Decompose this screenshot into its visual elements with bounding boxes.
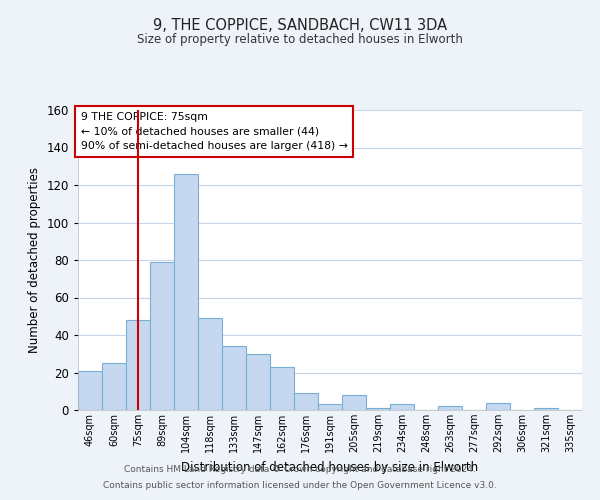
Bar — [102, 363, 126, 410]
Bar — [318, 404, 342, 410]
X-axis label: Distribution of detached houses by size in Elworth: Distribution of detached houses by size … — [181, 460, 479, 473]
Bar — [246, 354, 270, 410]
Text: Contains public sector information licensed under the Open Government Licence v3: Contains public sector information licen… — [103, 481, 497, 490]
Bar — [366, 408, 390, 410]
Text: Contains HM Land Registry data © Crown copyright and database right 2024.: Contains HM Land Registry data © Crown c… — [124, 465, 476, 474]
Bar — [126, 320, 150, 410]
Bar — [342, 395, 366, 410]
Bar — [486, 402, 510, 410]
Bar — [78, 370, 102, 410]
Bar — [150, 262, 174, 410]
Bar — [390, 404, 414, 410]
Bar — [534, 408, 558, 410]
Text: 9, THE COPPICE, SANDBACH, CW11 3DA: 9, THE COPPICE, SANDBACH, CW11 3DA — [153, 18, 447, 32]
Bar — [270, 367, 294, 410]
Bar — [294, 393, 318, 410]
Text: 9 THE COPPICE: 75sqm
← 10% of detached houses are smaller (44)
90% of semi-detac: 9 THE COPPICE: 75sqm ← 10% of detached h… — [80, 112, 347, 151]
Y-axis label: Number of detached properties: Number of detached properties — [28, 167, 41, 353]
Bar — [222, 346, 246, 410]
Text: Size of property relative to detached houses in Elworth: Size of property relative to detached ho… — [137, 32, 463, 46]
Bar — [438, 406, 462, 410]
Bar — [174, 174, 198, 410]
Bar — [198, 318, 222, 410]
